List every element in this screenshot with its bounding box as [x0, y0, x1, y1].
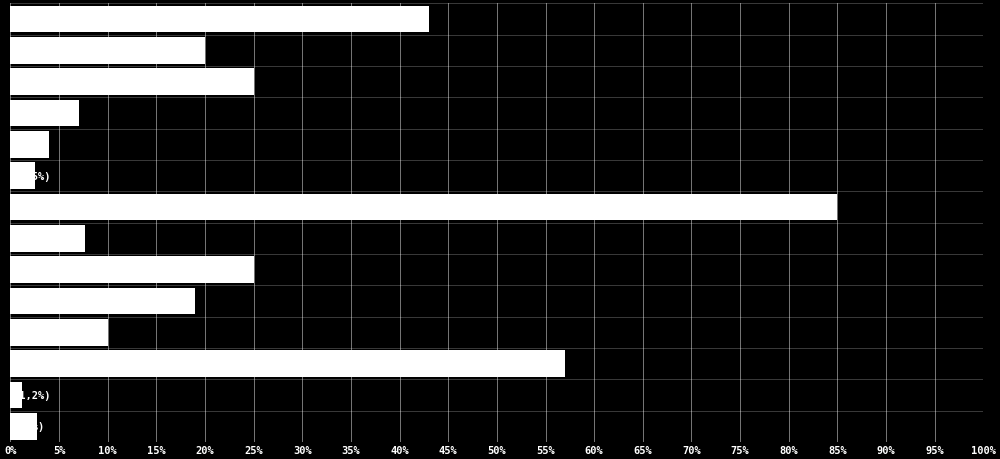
Bar	[10, 351, 565, 377]
Text: 0%): 0%)	[13, 328, 32, 338]
Text: %): %)	[13, 140, 26, 150]
Text: ): )	[13, 109, 20, 118]
Bar	[10, 194, 837, 221]
Bar	[10, 319, 108, 346]
Bar	[10, 163, 35, 190]
Bar	[10, 6, 429, 33]
Bar	[10, 257, 254, 283]
Bar	[10, 38, 205, 64]
Bar	[10, 101, 79, 127]
Bar	[10, 132, 49, 158]
Bar	[10, 288, 195, 314]
Bar	[10, 225, 85, 252]
Text: (1,2%): (1,2%)	[13, 390, 51, 400]
Text: 2,7%): 2,7%)	[13, 421, 45, 431]
Text: ,7%): ,7%)	[13, 234, 38, 244]
Text: (2,5%): (2,5%)	[13, 171, 51, 181]
Bar	[10, 69, 254, 95]
Bar	[10, 413, 37, 440]
Bar	[10, 382, 22, 409]
